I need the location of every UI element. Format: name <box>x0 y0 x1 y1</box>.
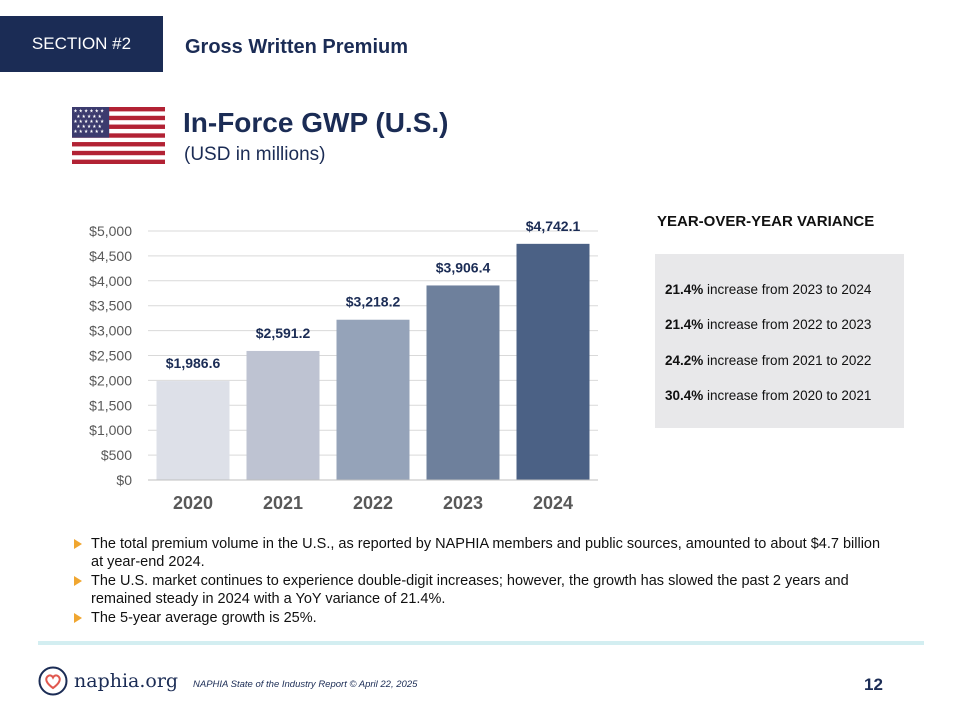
yoy-row: 21.4% increase from 2022 to 2023 <box>665 317 871 332</box>
y-tick-label: $1,500 <box>89 397 132 413</box>
svg-text:★ ★ ★ ★ ★ ★: ★ ★ ★ ★ ★ ★ <box>73 119 104 125</box>
y-tick-label: $4,000 <box>89 273 132 289</box>
svg-text:★ ★ ★ ★ ★ ★: ★ ★ ★ ★ ★ ★ <box>73 108 104 114</box>
data-label: $3,218.2 <box>346 294 401 310</box>
yoy-row: 30.4% increase from 2020 to 2021 <box>665 388 871 403</box>
x-tick-label: 2022 <box>353 493 393 513</box>
x-tick-label: 2020 <box>173 493 213 513</box>
bullet-arrow-icon <box>74 539 82 549</box>
y-tick-label: $1,000 <box>89 422 132 438</box>
x-tick-label: 2024 <box>533 493 573 513</box>
section-tag: SECTION #2 <box>0 16 163 72</box>
yoy-heading: YEAR-OVER-YEAR VARIANCE <box>657 213 875 230</box>
section-title: Gross Written Premium <box>185 36 409 58</box>
data-label: $2,591.2 <box>256 325 311 341</box>
y-tick-label: $3,500 <box>89 298 132 314</box>
y-tick-label: $500 <box>101 447 132 463</box>
yoy-pct: 21.4% <box>665 282 704 297</box>
yoy-row: 24.2% increase from 2021 to 2022 <box>665 353 871 368</box>
naphia-heart-logo-icon <box>38 666 68 696</box>
bullet-item: The U.S. market continues to experience … <box>72 572 892 608</box>
logo-text: naphia.org <box>74 670 179 692</box>
yoy-text: increase from 2023 to 2024 <box>703 282 872 297</box>
yoy-pct: 24.2% <box>665 353 704 368</box>
bar <box>156 381 230 480</box>
yoy-text: increase from 2022 to 2023 <box>703 317 872 332</box>
bar <box>246 350 320 480</box>
us-flag-icon: ★ ★ ★ ★ ★ ★★ ★ ★ ★ ★ ★ ★ ★ ★ ★ ★★ ★ ★ ★ … <box>72 107 165 164</box>
bar <box>426 285 500 480</box>
yoy-pct: 30.4% <box>665 388 704 403</box>
bullet-arrow-icon <box>74 613 82 623</box>
chart-title: In-Force GWP (U.S.) <box>183 107 449 138</box>
x-tick-label: 2021 <box>263 493 303 513</box>
naphia-logo: naphia.org <box>38 666 178 696</box>
page-number: 12 <box>864 675 883 694</box>
bullet-list: The total premium volume in the U.S., as… <box>72 535 892 628</box>
y-tick-label: $2,500 <box>89 348 132 364</box>
yoy-pct: 21.4% <box>665 317 704 332</box>
bar <box>336 319 410 480</box>
y-tick-label: $4,500 <box>89 248 132 264</box>
bullet-text: The U.S. market continues to experience … <box>91 573 849 607</box>
data-label: $4,742.1 <box>526 218 581 234</box>
svg-text:★ ★ ★ ★ ★: ★ ★ ★ ★ ★ <box>76 114 101 120</box>
data-label: $3,906.4 <box>436 259 491 275</box>
gwp-bar-chart: $0 $500 $1,000 $1,500 $2,000 $2,500 $3,000 $3,5… <box>89 218 598 513</box>
y-tick-label: $0 <box>116 472 132 488</box>
bullet-item: The total premium volume in the U.S., as… <box>72 535 892 571</box>
svg-text:★ ★ ★ ★ ★ ★: ★ ★ ★ ★ ★ ★ <box>73 129 104 135</box>
yoy-row: 21.4% increase from 2023 to 2024 <box>665 282 871 297</box>
bullet-arrow-icon <box>74 576 82 586</box>
y-tick-label: $2,000 <box>89 372 132 388</box>
svg-text:★ ★ ★ ★ ★: ★ ★ ★ ★ ★ <box>76 124 101 130</box>
data-label: $1,986.6 <box>166 355 221 371</box>
yoy-text: increase from 2021 to 2022 <box>703 353 872 368</box>
bullet-item: The 5-year average growth is 25%. <box>72 609 892 627</box>
y-tick-label: $3,000 <box>89 323 132 339</box>
footer-divider <box>38 641 924 645</box>
footer-note: NAPHIA State of the Industry Report © Ap… <box>193 679 418 690</box>
yoy-text: increase from 2020 to 2021 <box>703 388 872 403</box>
bullet-text: The total premium volume in the U.S., as… <box>91 536 881 570</box>
x-tick-label: 2023 <box>443 493 483 513</box>
y-tick-label: $5,000 <box>89 223 132 239</box>
bullet-text: The 5-year average growth is 25%. <box>91 610 317 626</box>
bar <box>516 243 590 480</box>
chart-subtitle: (USD in millions) <box>184 144 326 165</box>
yoy-variance-box: 21.4% increase from 2023 to 2024 21.4% i… <box>655 254 904 428</box>
